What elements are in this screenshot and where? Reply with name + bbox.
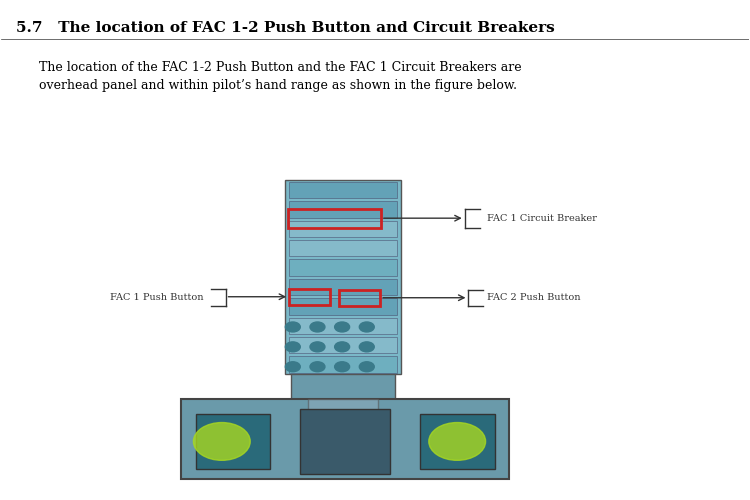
Circle shape — [359, 322, 374, 332]
Bar — [196, 414, 271, 469]
Bar — [339, 290, 380, 306]
Text: The location of the FAC 1-2 Push Button and the FAC 1 Circuit Breakers are
overh: The location of the FAC 1-2 Push Button … — [39, 61, 521, 92]
Circle shape — [194, 422, 250, 461]
Bar — [289, 289, 330, 304]
Bar — [300, 409, 390, 474]
Bar — [289, 202, 398, 218]
Circle shape — [285, 362, 300, 372]
Bar — [420, 414, 494, 469]
Circle shape — [359, 342, 374, 352]
Circle shape — [334, 342, 350, 352]
Circle shape — [310, 342, 325, 352]
Bar — [289, 356, 398, 373]
Circle shape — [310, 322, 325, 332]
Bar — [289, 260, 398, 276]
Circle shape — [285, 322, 300, 332]
Bar — [291, 374, 395, 439]
Circle shape — [334, 322, 350, 332]
Circle shape — [334, 362, 350, 372]
Circle shape — [310, 362, 325, 372]
Bar — [285, 180, 401, 374]
Text: FAC 1 Circuit Breaker: FAC 1 Circuit Breaker — [487, 214, 597, 222]
Bar — [289, 240, 398, 256]
Bar — [289, 318, 398, 334]
Circle shape — [359, 362, 374, 372]
Text: FAC 2 Push Button: FAC 2 Push Button — [487, 293, 580, 302]
Circle shape — [429, 422, 485, 461]
Bar — [289, 337, 398, 353]
Text: 5.7   The location of FAC 1-2 Push Button and Circuit Breakers: 5.7 The location of FAC 1-2 Push Button … — [16, 22, 555, 36]
Bar — [289, 182, 398, 198]
Bar — [308, 399, 378, 439]
Bar — [181, 399, 509, 478]
Bar — [289, 220, 398, 237]
Circle shape — [285, 342, 300, 352]
Bar — [289, 279, 398, 295]
Text: FAC 1 Push Button: FAC 1 Push Button — [110, 292, 203, 302]
Bar — [287, 208, 381, 228]
Bar — [289, 298, 398, 314]
